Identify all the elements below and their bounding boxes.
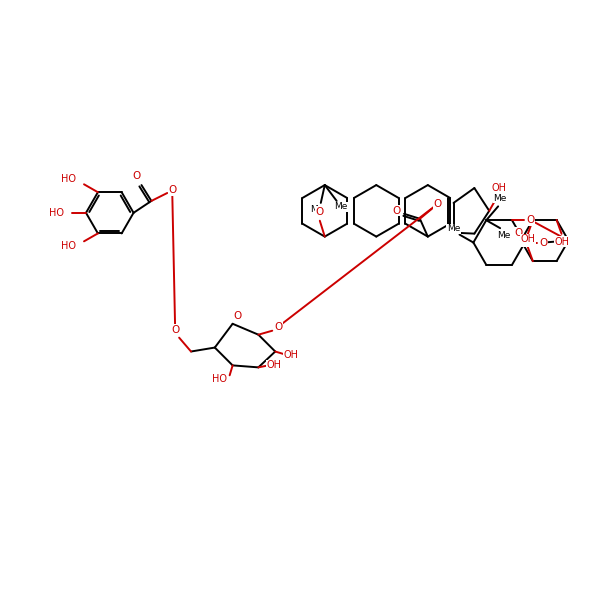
Text: HO: HO bbox=[49, 208, 64, 218]
Text: Me: Me bbox=[310, 205, 323, 214]
Text: OH: OH bbox=[284, 350, 299, 361]
Text: OH: OH bbox=[520, 237, 535, 247]
Text: Me: Me bbox=[447, 224, 460, 233]
Text: O: O bbox=[392, 206, 400, 216]
Text: HO: HO bbox=[61, 241, 76, 251]
Text: O: O bbox=[316, 207, 324, 217]
Text: O: O bbox=[133, 171, 140, 181]
Text: Me: Me bbox=[493, 194, 507, 203]
Text: Me: Me bbox=[334, 202, 347, 211]
Text: O: O bbox=[515, 227, 523, 238]
Text: OH: OH bbox=[520, 235, 535, 244]
Text: O: O bbox=[168, 185, 176, 195]
Text: O: O bbox=[274, 322, 283, 332]
Text: O: O bbox=[233, 311, 242, 321]
Text: O: O bbox=[527, 215, 535, 225]
Text: OH: OH bbox=[554, 237, 569, 247]
Text: O: O bbox=[539, 238, 548, 248]
Text: O: O bbox=[171, 325, 179, 335]
Text: O: O bbox=[434, 199, 442, 209]
Text: HO: HO bbox=[61, 175, 76, 184]
Text: Me: Me bbox=[497, 230, 511, 239]
Text: HO: HO bbox=[212, 374, 227, 384]
Text: OH: OH bbox=[267, 361, 282, 370]
Text: OH: OH bbox=[491, 183, 506, 193]
